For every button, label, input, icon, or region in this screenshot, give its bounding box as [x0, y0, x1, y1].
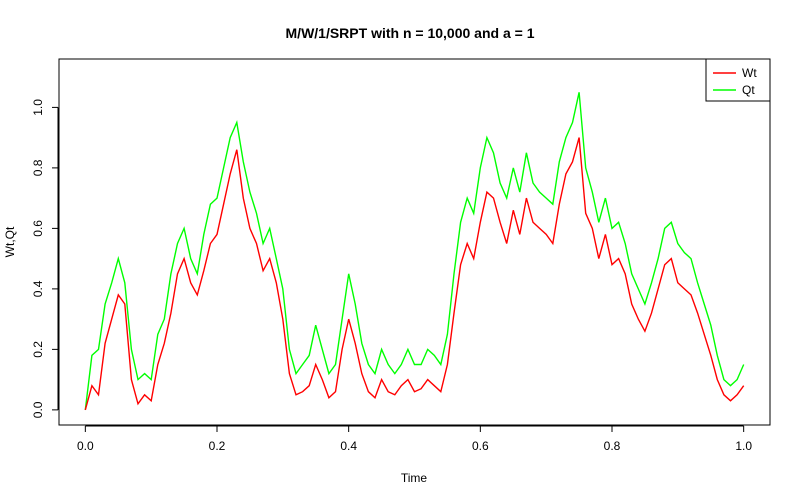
plot-lines — [84, 92, 745, 411]
x-tick-label: 0.6 — [472, 439, 489, 453]
x-tick-label: 0.2 — [209, 439, 226, 453]
x-axis-label: Time — [401, 471, 428, 485]
legend: Wt Qt — [705, 58, 771, 102]
x-tick-label: 1.0 — [735, 439, 752, 453]
y-tick-label: 0.2 — [31, 341, 45, 358]
x-tick-label: 0.0 — [77, 439, 94, 453]
series-line-qt — [84, 92, 745, 410]
y-axis-label: Wt,Qt — [3, 226, 17, 257]
chart-title: M/W/1/SRPT with n = 10,000 and a = 1 — [286, 25, 535, 41]
legend-label: Qt — [742, 83, 755, 97]
plot-frame — [58, 58, 771, 426]
y-tick-label: 0.6 — [31, 220, 45, 237]
y-tick-label: 1.0 — [31, 99, 45, 116]
legend-box — [705, 58, 771, 102]
series-line-wt — [84, 137, 745, 411]
y-tick-label: 0.0 — [31, 401, 45, 418]
x-axis: 0.0 0.2 0.4 0.6 0.8 1.0 — [77, 425, 752, 453]
legend-label: Wt — [742, 66, 757, 80]
x-tick-label: 0.4 — [340, 439, 357, 453]
y-axis: 0.0 0.2 0.4 0.6 0.8 1.0 — [31, 99, 59, 418]
x-tick-label: 0.8 — [604, 439, 621, 453]
y-tick-label: 0.8 — [31, 159, 45, 176]
y-tick-label: 0.4 — [31, 280, 45, 297]
